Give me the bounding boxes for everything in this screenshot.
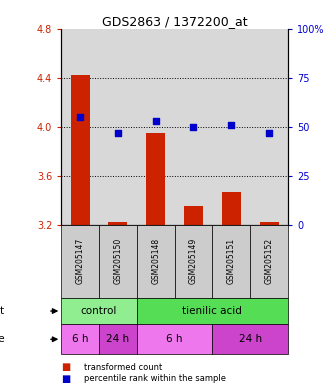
Text: percentile rank within the sample: percentile rank within the sample bbox=[84, 374, 226, 383]
Bar bbox=[137, 298, 288, 324]
Text: tienilic acid: tienilic acid bbox=[182, 306, 242, 316]
Bar bbox=[146, 133, 165, 225]
Text: agent: agent bbox=[0, 306, 5, 316]
Bar bbox=[184, 206, 203, 225]
Text: GSM205150: GSM205150 bbox=[114, 238, 122, 284]
Text: transformed count: transformed count bbox=[84, 362, 163, 372]
Bar bbox=[213, 225, 250, 298]
Point bbox=[229, 122, 234, 128]
Point bbox=[115, 129, 120, 136]
Text: GSM205147: GSM205147 bbox=[75, 238, 85, 284]
Point bbox=[191, 124, 196, 130]
Bar bbox=[61, 225, 99, 298]
Bar bbox=[175, 225, 213, 298]
Text: ■: ■ bbox=[61, 362, 71, 372]
Bar bbox=[137, 324, 213, 354]
Point bbox=[77, 114, 83, 120]
Point bbox=[153, 118, 158, 124]
Bar bbox=[222, 192, 241, 225]
Bar bbox=[137, 225, 175, 298]
Bar bbox=[71, 75, 90, 225]
Text: GSM205152: GSM205152 bbox=[264, 238, 274, 284]
Bar bbox=[213, 324, 288, 354]
Bar bbox=[99, 225, 137, 298]
Text: 24 h: 24 h bbox=[106, 334, 129, 344]
Text: 6 h: 6 h bbox=[166, 334, 183, 344]
Bar bbox=[99, 324, 137, 354]
Bar bbox=[109, 222, 127, 225]
Bar bbox=[250, 225, 288, 298]
Text: ■: ■ bbox=[61, 374, 71, 384]
Text: 6 h: 6 h bbox=[72, 334, 88, 344]
Text: time: time bbox=[0, 334, 5, 344]
Text: control: control bbox=[81, 306, 117, 316]
Text: GSM205151: GSM205151 bbox=[227, 238, 236, 284]
Bar bbox=[61, 298, 137, 324]
Title: GDS2863 / 1372200_at: GDS2863 / 1372200_at bbox=[102, 15, 247, 28]
Bar bbox=[260, 222, 278, 225]
Text: GSM205148: GSM205148 bbox=[151, 238, 160, 284]
Text: 24 h: 24 h bbox=[239, 334, 262, 344]
Point bbox=[266, 129, 272, 136]
Text: GSM205149: GSM205149 bbox=[189, 238, 198, 284]
Bar bbox=[61, 324, 99, 354]
